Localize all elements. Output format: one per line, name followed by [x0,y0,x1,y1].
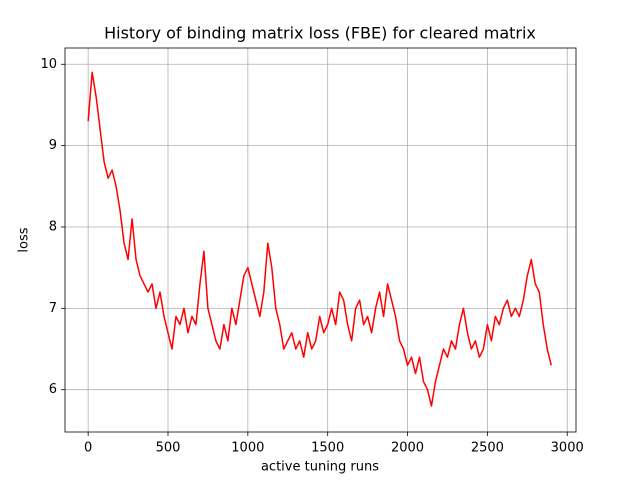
y-axis-label: loss [17,227,32,252]
x-tick-label: 1500 [311,441,344,456]
x-tick-label: 2000 [391,441,424,456]
y-tick-label: 9 [49,138,57,153]
y-tick-label: 7 [49,301,57,316]
axes-frame [64,47,577,433]
x-tick-label: 3000 [551,441,584,456]
chart-title: History of binding matrix loss (FBE) for… [104,24,536,43]
x-tick-label: 1000 [231,441,264,456]
data-line [87,71,552,407]
y-tick-label: 10 [40,57,57,72]
y-tick-label: 8 [49,219,57,234]
x-tick-label: 2500 [471,441,504,456]
x-tick-label: 0 [84,441,92,456]
y-tick-label: 6 [49,382,57,397]
x-tick-label: 500 [156,441,181,456]
x-axis-label: active tuning runs [261,460,379,475]
